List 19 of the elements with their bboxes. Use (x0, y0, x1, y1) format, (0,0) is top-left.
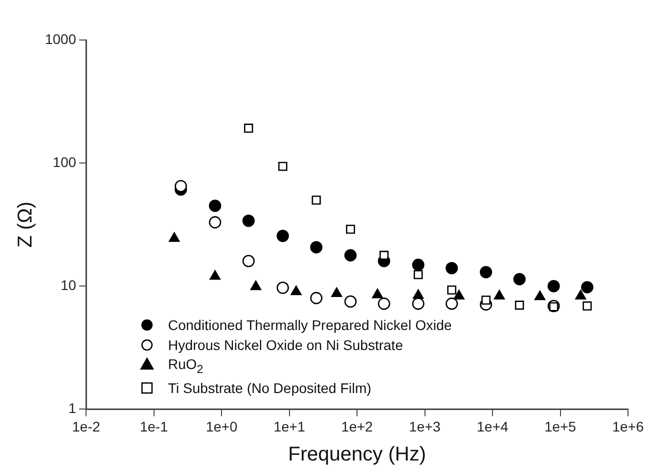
legend-label: Hydrous Nickel Oxide on Ni Substrate (168, 336, 403, 352)
y-tick-label: 1000 (44, 30, 76, 47)
x-tick-label: 1e-1 (140, 418, 168, 434)
x-tick-label: 1e+6 (612, 418, 644, 434)
x-tick-label: 1e+0 (206, 418, 238, 434)
x-tick-label: 1e+3 (409, 418, 441, 434)
legend-label: RuO$_{2}$ (168, 356, 204, 376)
y-tick-label: 1 (68, 400, 76, 416)
y-axis-title: Z (Ω) (14, 202, 37, 248)
y-tick-label: 10 (60, 276, 76, 293)
x-tick-label: 1e+2 (341, 418, 374, 434)
x-tick-label: 1e+1 (274, 418, 306, 434)
legend-label: Ti Substrate (No Deposited Film) (168, 380, 372, 396)
x-tick-label: 1e-2 (72, 418, 100, 434)
x-tick-label: 1e+4 (476, 418, 509, 434)
y-tick-label: 100 (52, 154, 76, 170)
x-axis-title: Frequency (Hz) (288, 444, 426, 466)
legend-label: Conditioned Thermally Prepared Nickel Oxide (168, 317, 452, 333)
x-tick-label: 1e+5 (544, 418, 576, 434)
